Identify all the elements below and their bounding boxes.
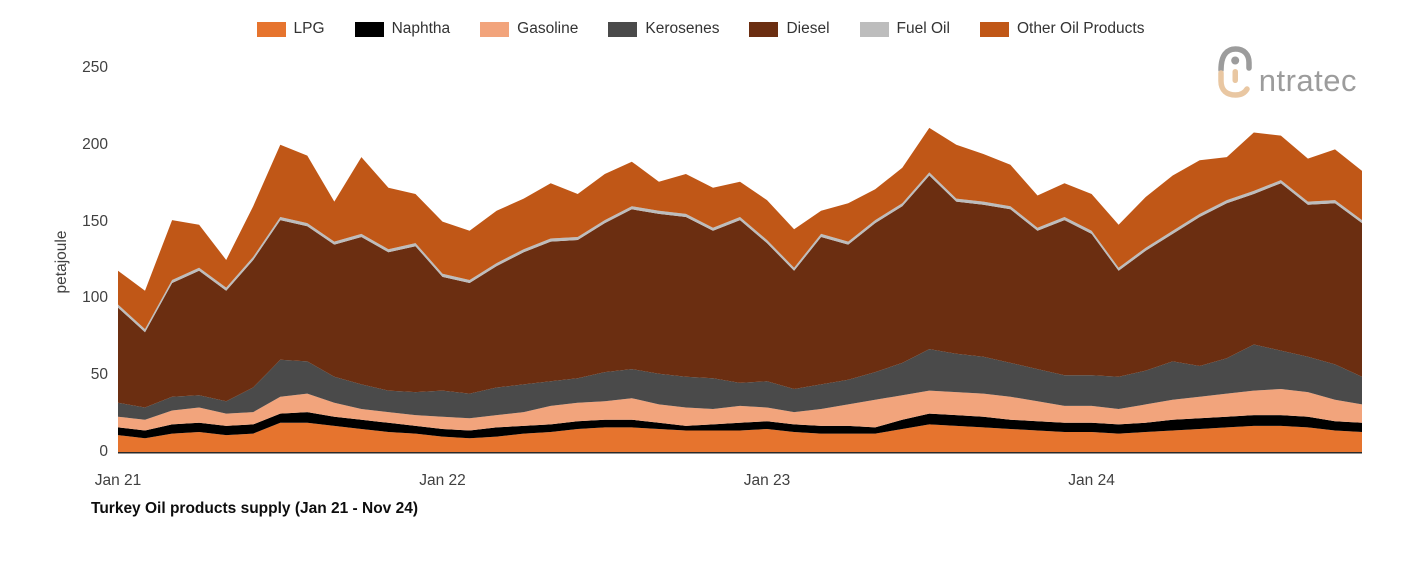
legend-item-diesel[interactable]: Diesel xyxy=(749,20,830,38)
area-gasoline xyxy=(118,389,1362,431)
area-other-oil-products xyxy=(118,127,1362,330)
chart-title: Turkey Oil products supply (Jan 21 - Nov… xyxy=(91,500,419,517)
legend: LPG Naphtha Gasoline Kerosenes Diesel Fuel Oi… xyxy=(0,20,1401,38)
intratec-logo: ntratec xyxy=(1213,44,1357,98)
y-tick-label-250: 250 xyxy=(82,59,108,76)
legend-label: Fuel Oil xyxy=(896,20,950,37)
legend-label: Other Oil Products xyxy=(1016,20,1145,37)
legend-swatch-icon xyxy=(480,21,510,37)
logo-text: ntratec xyxy=(1258,63,1357,98)
legend-label: Kerosenes xyxy=(645,20,720,37)
legend-label: Naphtha xyxy=(391,20,451,37)
x-tick-label-jan-21: Jan 21 xyxy=(94,472,142,489)
area-naphtha xyxy=(118,412,1362,439)
area-lpg xyxy=(118,422,1362,452)
y-tick-label-0: 0 xyxy=(99,443,108,460)
area-kerosenes xyxy=(118,344,1362,420)
y-tick-label-50: 50 xyxy=(90,366,108,384)
legend-swatch-icon xyxy=(749,21,779,37)
legend-item-other-oil-products[interactable]: Other Oil Products xyxy=(979,20,1145,38)
legend-item-kerosenes[interactable]: Kerosenes xyxy=(608,20,719,38)
legend-label: Gasoline xyxy=(517,20,579,37)
y-tick-label-200: 200 xyxy=(82,135,108,153)
legend-label: LPG xyxy=(293,20,325,37)
legend-item-fuel-oil[interactable]: Fuel Oil xyxy=(859,20,950,38)
legend-label: Diesel xyxy=(786,20,830,37)
legend-item-naphtha[interactable]: Naphtha xyxy=(354,20,451,38)
legend-item-lpg[interactable]: LPG xyxy=(256,20,325,38)
y-tick-label-150: 150 xyxy=(82,212,108,230)
logo-mark-icon xyxy=(1217,46,1252,98)
legend-swatch-icon xyxy=(354,21,384,37)
x-tick-label-jan-22: Jan 22 xyxy=(419,472,466,489)
area-diesel xyxy=(118,175,1362,408)
legend-swatch-icon xyxy=(608,21,638,37)
x-tick-label-jan-23: Jan 23 xyxy=(743,472,791,489)
legend-swatch-icon xyxy=(256,21,286,37)
x-tick-label-jan-24: Jan 24 xyxy=(1068,472,1115,489)
legend-swatch-icon xyxy=(859,21,889,37)
legend-swatch-icon xyxy=(979,21,1009,37)
y-tick-label-100: 100 xyxy=(82,289,108,307)
y-axis-title: petajoule xyxy=(53,230,70,294)
legend-item-gasoline[interactable]: Gasoline xyxy=(480,20,578,38)
